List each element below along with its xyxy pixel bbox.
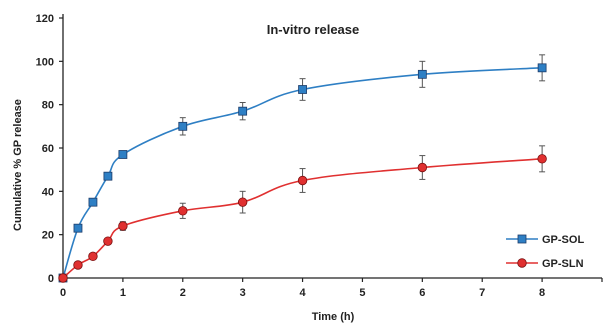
- y-tick-label: 0: [48, 273, 54, 285]
- x-tick-label: 5: [359, 287, 365, 299]
- x-tick-label: 4: [299, 287, 306, 299]
- data-point: [118, 150, 128, 159]
- data-point: [297, 175, 308, 186]
- legend-marker: [517, 258, 527, 268]
- plot-area: [58, 54, 547, 283]
- data-point: [178, 206, 188, 216]
- series-gp-sln: [58, 145, 547, 283]
- x-tick-label: 8: [539, 287, 545, 299]
- y-tick-label: 20: [42, 230, 54, 242]
- x-tick-label: 1: [120, 287, 126, 299]
- data-point: [298, 85, 307, 94]
- y-tick-label: 80: [42, 100, 54, 112]
- data-point: [417, 162, 428, 173]
- legend-label: GP-SOL: [542, 234, 584, 246]
- y-tick-label: 60: [42, 143, 54, 155]
- data-point: [88, 197, 98, 207]
- legend: GP-SOL GP-SLN: [506, 234, 584, 270]
- x-tick-label: 6: [419, 287, 425, 299]
- data-point: [58, 273, 68, 283]
- legend-item-gp-sol: GP-SOL: [506, 234, 584, 246]
- data-point: [537, 63, 547, 73]
- x-tick-label: 2: [180, 287, 186, 299]
- legend-marker: [517, 234, 527, 244]
- legend-item-gp-sln: GP-SLN: [506, 258, 584, 270]
- y-axis-title: Cumulative % GP release: [12, 99, 24, 231]
- x-tick-label: 7: [479, 287, 485, 299]
- x-axis-title: Time (h): [312, 311, 355, 323]
- data-point: [73, 260, 83, 270]
- data-point: [178, 121, 188, 131]
- data-point: [238, 106, 248, 116]
- legend-label: GP-SLN: [542, 258, 584, 270]
- data-point: [103, 236, 113, 246]
- data-point: [537, 154, 547, 164]
- y-tick-label: 100: [36, 56, 54, 68]
- data-point: [118, 221, 128, 231]
- data-point: [103, 171, 113, 181]
- data-point: [88, 251, 98, 262]
- x-tick-label: 0: [60, 287, 66, 299]
- data-point: [237, 197, 248, 207]
- chart-title: In-vitro release: [267, 22, 360, 37]
- data-point: [73, 223, 83, 233]
- y-tick-label: 40: [42, 186, 54, 198]
- series-line-gp-sol: [62, 67, 543, 279]
- y-tick-label: 120: [36, 13, 54, 25]
- x-tick-label: 3: [240, 287, 246, 299]
- data-point: [417, 69, 427, 79]
